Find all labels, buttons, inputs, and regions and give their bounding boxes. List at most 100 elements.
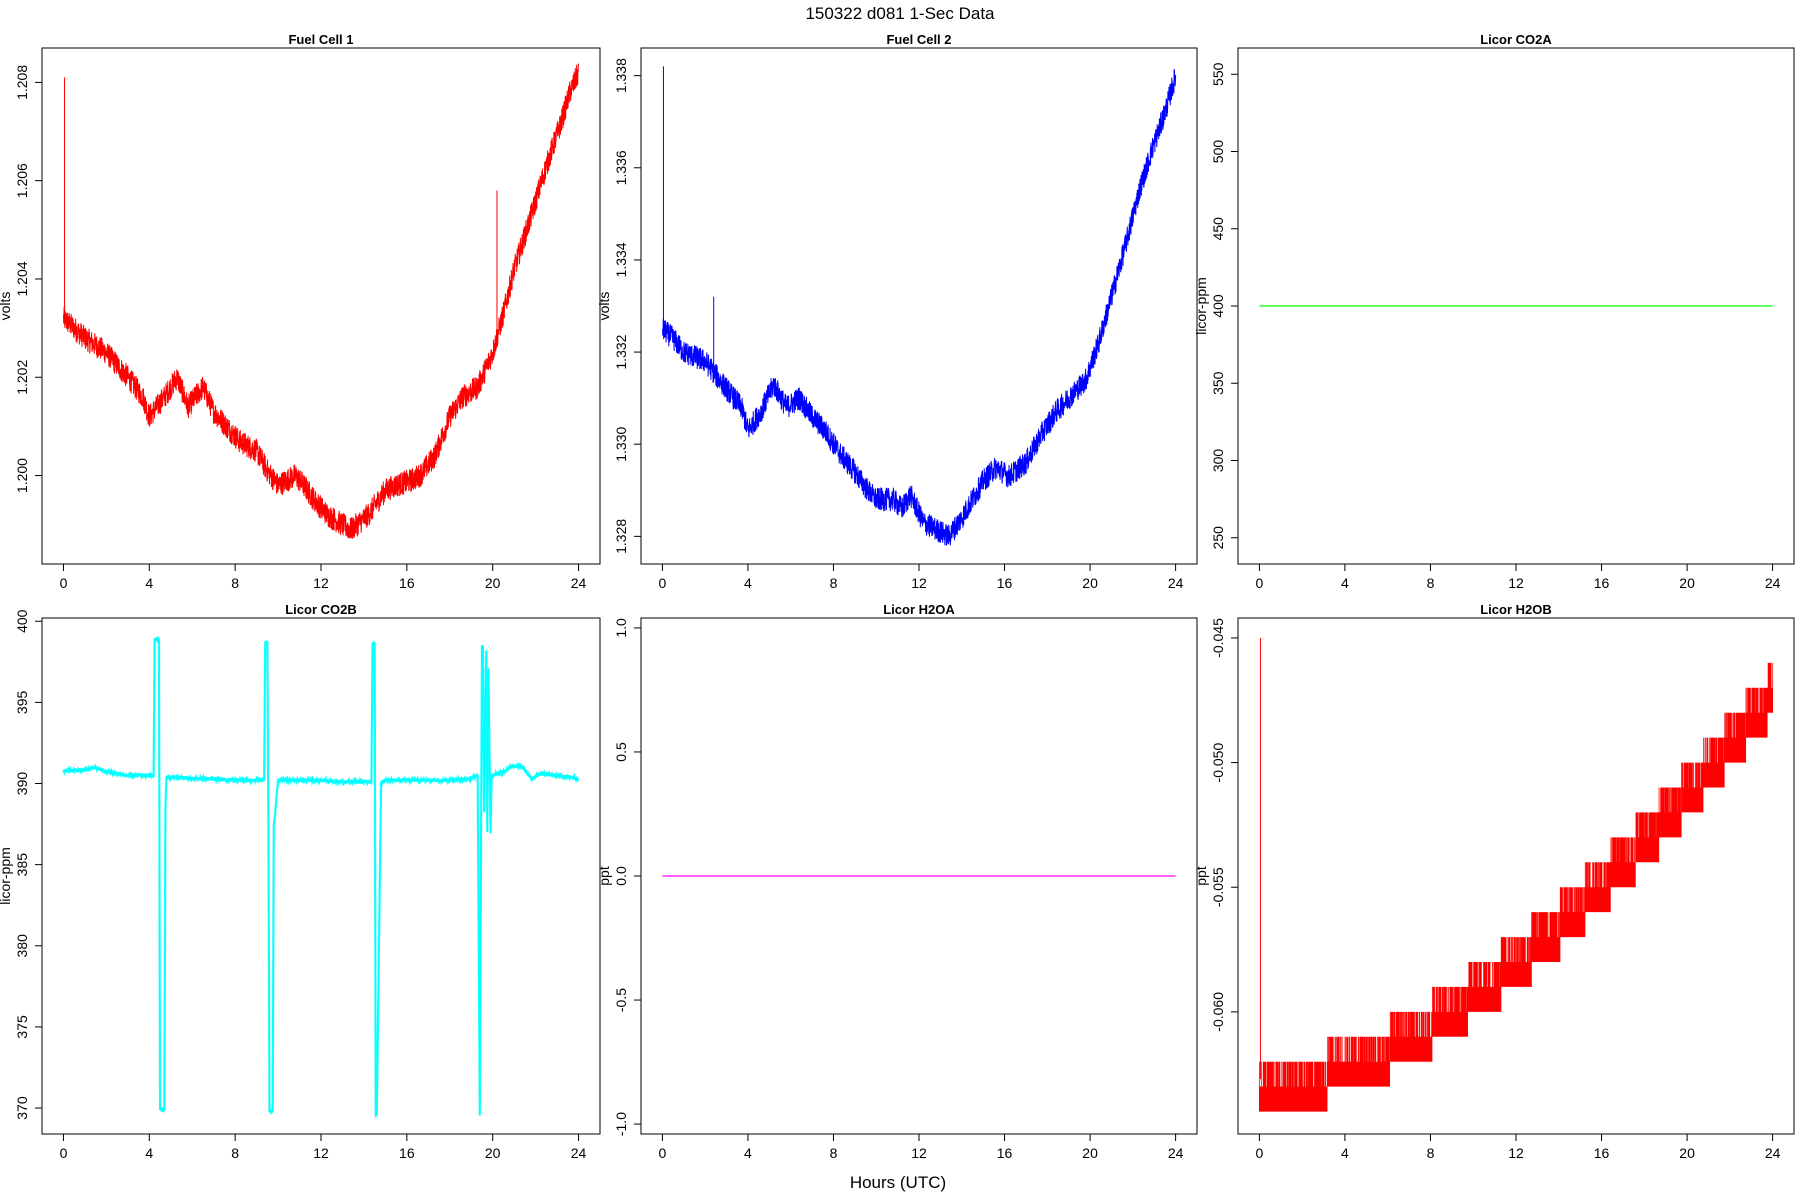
plot-frame <box>41 617 601 1135</box>
y-tick-label: -0.050 <box>1210 743 1226 783</box>
x-tick-label: 20 <box>1082 1145 1098 1161</box>
y-tick-label: 1.328 <box>613 519 629 554</box>
x-tick-label: 0 <box>1255 1145 1263 1161</box>
x-tick-label: 4 <box>744 575 752 591</box>
x-tick-label: 20 <box>485 1145 501 1161</box>
y-tick-label: 375 <box>14 1015 30 1039</box>
y-tick-label: 450 <box>1210 217 1226 241</box>
panel-co2b: Licor CO2B licor-ppm 0 4 8 12 16 20 24 370 375 380 3… <box>0 602 601 1161</box>
x-tick-label: 16 <box>997 1145 1013 1161</box>
x-tick-label: 24 <box>1765 1145 1781 1161</box>
x-tick-label: 12 <box>313 1145 329 1161</box>
x-tick-label: 12 <box>313 575 329 591</box>
series-co2b <box>62 635 580 1118</box>
series-line <box>1258 662 1774 1112</box>
x-tick-label: 8 <box>231 1145 239 1161</box>
panel-title: Fuel Cell 2 <box>886 32 951 47</box>
y-axis-label: ppt <box>596 866 612 886</box>
y-axis-label: licor-ppm <box>0 847 13 905</box>
y-tick-label: 400 <box>1210 294 1226 318</box>
x-tick-label: 12 <box>911 1145 927 1161</box>
y-tick-label: 0.0 <box>613 866 629 886</box>
x-tick-label: 24 <box>1168 1145 1184 1161</box>
x-tick-label: 8 <box>1427 1145 1435 1161</box>
y-axis-label: volts <box>0 292 13 321</box>
y-tick-label: -0.060 <box>1210 992 1226 1032</box>
series-fc2 <box>661 66 1177 546</box>
x-tick-label: 8 <box>830 575 838 591</box>
x-tick-label: 0 <box>60 575 68 591</box>
panel-title: Licor CO2A <box>1480 32 1552 47</box>
y-tick-label: 385 <box>14 853 30 877</box>
y-axis-label: volts <box>596 292 612 321</box>
plot-frame <box>41 47 601 565</box>
x-tick-label: 0 <box>658 575 666 591</box>
panel-fc1: Fuel Cell 1 volts 0 4 8 12 16 20 24 1.200 1.202 1.2… <box>0 32 601 591</box>
y-tick-label: 550 <box>1210 62 1226 86</box>
plot-frame <box>1237 617 1795 1135</box>
y-tick-label: 1.336 <box>613 150 629 185</box>
y-tick-label: 400 <box>14 609 30 633</box>
x-tick-label: 24 <box>571 575 587 591</box>
panel-title: Licor H2OA <box>883 602 955 617</box>
x-axis-label: Hours (UTC) <box>850 1173 946 1192</box>
y-tick-label: -1.0 <box>613 1112 629 1136</box>
y-tick-label: -0.5 <box>613 988 629 1012</box>
x-tick-label: 20 <box>485 575 501 591</box>
y-tick-label: 1.202 <box>14 360 30 395</box>
x-tick-label: 4 <box>145 575 153 591</box>
x-tick-label: 20 <box>1679 575 1695 591</box>
x-tick-label: 4 <box>1341 575 1349 591</box>
panel-title: Licor H2OB <box>1480 602 1552 617</box>
y-tick-label: 395 <box>14 690 30 714</box>
y-tick-label: 1.332 <box>613 334 629 369</box>
series-line <box>661 69 1177 546</box>
y-axis-label: ppt <box>1193 866 1209 886</box>
y-tick-label: 1.208 <box>14 65 30 100</box>
panel-title: Licor CO2B <box>285 602 357 617</box>
y-tick-label: 0.5 <box>613 742 629 762</box>
y-tick-label: 1.330 <box>613 426 629 461</box>
x-tick-label: 0 <box>60 1145 68 1161</box>
series-line <box>62 63 580 539</box>
series-line <box>62 637 579 1117</box>
y-tick-label: 390 <box>14 772 30 796</box>
figure-title: 150322 d081 1-Sec Data <box>805 4 995 23</box>
x-tick-label: 16 <box>399 1145 415 1161</box>
y-tick-label: 1.0 <box>613 618 629 638</box>
y-tick-label: 500 <box>1210 140 1226 164</box>
x-tick-label: 24 <box>571 1145 587 1161</box>
x-tick-label: 4 <box>744 1145 752 1161</box>
y-tick-label: 1.204 <box>14 261 30 296</box>
panel-h2ob: Licor H2OB ppt 0 4 8 12 16 20 24 -0.060 -0.055 -0.0… <box>1193 602 1795 1161</box>
x-tick-label: 0 <box>1255 575 1263 591</box>
plot-frame <box>640 47 1198 565</box>
x-tick-label: 4 <box>145 1145 153 1161</box>
x-tick-label: 20 <box>1679 1145 1695 1161</box>
y-tick-label: 300 <box>1210 449 1226 473</box>
y-tick-label: 1.206 <box>14 163 30 198</box>
x-tick-label: 16 <box>1594 1145 1610 1161</box>
x-tick-label: 24 <box>1765 575 1781 591</box>
x-tick-label: 20 <box>1082 575 1098 591</box>
x-tick-label: 16 <box>997 575 1013 591</box>
x-tick-label: 16 <box>1594 575 1610 591</box>
x-tick-label: 4 <box>1341 1145 1349 1161</box>
series-h2ob <box>1258 637 1774 1112</box>
x-tick-label: 8 <box>231 575 239 591</box>
y-axis-label: licor-ppm <box>1193 277 1209 335</box>
y-tick-label: 370 <box>14 1096 30 1120</box>
x-tick-label: 8 <box>1427 575 1435 591</box>
x-tick-label: 12 <box>1508 1145 1524 1161</box>
x-tick-label: 8 <box>830 1145 838 1161</box>
x-tick-label: 24 <box>1168 575 1184 591</box>
y-tick-label: -0.045 <box>1210 618 1226 658</box>
series-line-body <box>62 635 580 1118</box>
x-tick-label: 12 <box>1508 575 1524 591</box>
panel-co2a: Licor CO2A licor-ppm 0 4 8 12 16 20 24 250 300 350 4… <box>1193 32 1795 591</box>
x-tick-label: 0 <box>658 1145 666 1161</box>
x-tick-label: 16 <box>399 575 415 591</box>
y-tick-label: 1.334 <box>613 242 629 277</box>
panel-title: Fuel Cell 1 <box>288 32 353 47</box>
